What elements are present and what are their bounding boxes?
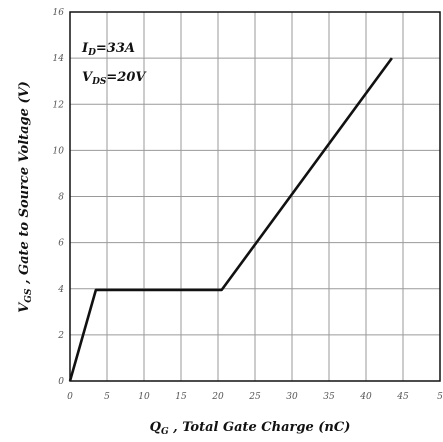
- y-axis-label: VGS , Gate to Source Voltage (V): [17, 81, 34, 313]
- x-tick-label: 15: [175, 392, 187, 402]
- x-tick-label: 35: [323, 392, 335, 402]
- x-tick-labels: 0 5 10 15 20 25 30 35 40 45 5: [67, 392, 443, 402]
- y-tick-labels: 0 2 4 6 8 10 12 14 16: [53, 8, 65, 387]
- gate-charge-curve: [68, 57, 393, 382]
- y-tick-label: 8: [58, 193, 64, 203]
- annotation-id: ID=33A: [81, 41, 135, 58]
- series-layer: [68, 57, 393, 382]
- y-tick-label: 6: [58, 239, 64, 249]
- x-tick-label: 40: [359, 392, 372, 402]
- x-tick-label: 45: [396, 392, 409, 402]
- x-axis-label: QG , Total Gate Charge (nC): [150, 420, 351, 437]
- x-tick-label: 30: [286, 392, 298, 402]
- x-tick-label: 5: [437, 392, 443, 402]
- x-tick-label: 20: [211, 392, 224, 402]
- y-tick-label: 16: [53, 8, 65, 18]
- x-tick-label: 5: [104, 392, 110, 402]
- y-tick-label: 14: [53, 54, 65, 64]
- y-tick-label: 2: [57, 331, 64, 341]
- y-tick-label: 4: [57, 285, 64, 295]
- y-tick-label: 0: [58, 377, 64, 387]
- y-tick-label: 10: [53, 146, 65, 156]
- y-tick-label: 12: [53, 100, 65, 110]
- x-tick-label: 0: [67, 392, 73, 402]
- plot-frame: [69, 11, 441, 382]
- x-tick-label: 10: [138, 392, 150, 402]
- x-tick-label: 25: [248, 392, 261, 402]
- annotation-vds: VDS=20V: [82, 70, 147, 87]
